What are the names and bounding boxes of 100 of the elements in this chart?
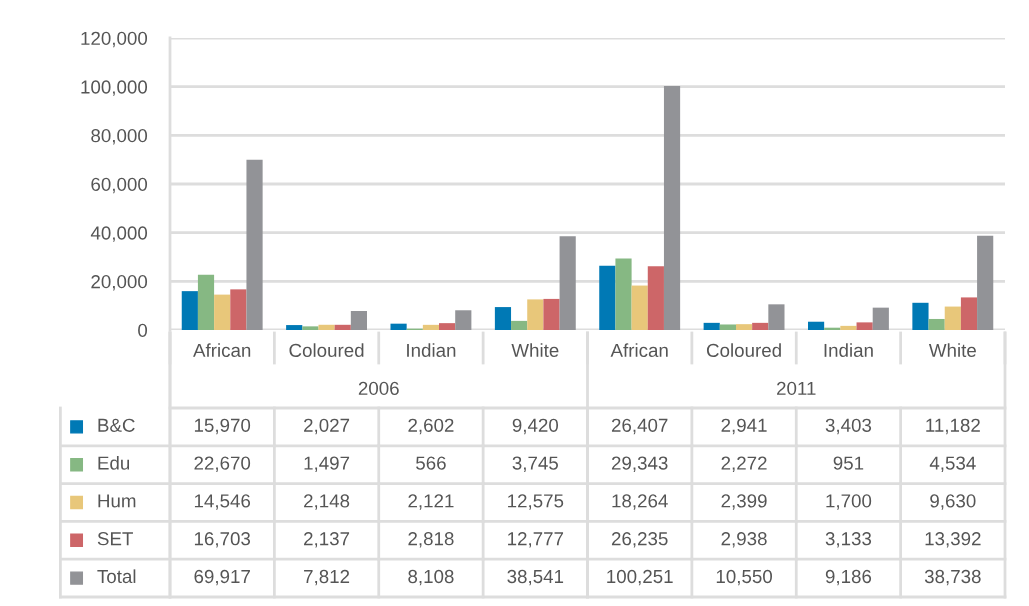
legend-label: Edu bbox=[98, 455, 130, 470]
data-label: 3,745 bbox=[512, 456, 558, 472]
y-tick-label: 0 bbox=[138, 323, 148, 337]
data-label: 2,941 bbox=[721, 418, 767, 435]
legend-label: B&C bbox=[98, 418, 135, 432]
data-label: 2,121 bbox=[408, 494, 454, 510]
bar bbox=[181, 291, 198, 330]
bar bbox=[840, 325, 857, 330]
bar bbox=[543, 298, 560, 330]
bar bbox=[912, 302, 929, 330]
x-tick-label: Coloured bbox=[289, 343, 364, 358]
data-label: 2,148 bbox=[304, 494, 350, 510]
data-label: 9,420 bbox=[512, 418, 559, 435]
data-label: 38,738 bbox=[924, 569, 981, 586]
bar bbox=[752, 322, 769, 330]
data-label: 2,938 bbox=[721, 532, 767, 548]
x-tick-label: Indian bbox=[407, 343, 456, 358]
data-label: 100,251 bbox=[607, 569, 673, 586]
data-label: 69,917 bbox=[194, 569, 250, 586]
data-label: 2,399 bbox=[721, 494, 767, 510]
legend-label: Total bbox=[97, 569, 136, 584]
x-tick-label: Coloured bbox=[706, 343, 781, 358]
bar bbox=[559, 236, 576, 330]
bar bbox=[615, 258, 632, 330]
data-label: 8,108 bbox=[408, 569, 454, 586]
y-tick-label: 20,000 bbox=[91, 275, 148, 291]
bar bbox=[527, 299, 544, 330]
data-label: 3,133 bbox=[825, 532, 872, 548]
bar bbox=[214, 294, 231, 330]
data-label: 1,497 bbox=[304, 456, 350, 472]
data-label: 12,575 bbox=[508, 494, 564, 510]
data-label: 14,546 bbox=[194, 494, 251, 510]
bar bbox=[807, 321, 825, 330]
data-label: 2,818 bbox=[408, 532, 454, 548]
bar bbox=[230, 289, 247, 330]
data-label: 2,137 bbox=[304, 532, 350, 548]
data-label: 12,777 bbox=[508, 532, 564, 548]
y-tick-label: 60,000 bbox=[91, 177, 148, 194]
legend-label: SET bbox=[97, 532, 133, 546]
bar bbox=[422, 324, 440, 330]
bar bbox=[318, 324, 335, 330]
data-label: 15,970 bbox=[194, 418, 251, 435]
bar bbox=[246, 159, 263, 330]
bar bbox=[928, 318, 945, 330]
bar bbox=[960, 297, 978, 330]
bar bbox=[856, 322, 873, 330]
data-label: 13,392 bbox=[925, 532, 981, 548]
data-label: 9,186 bbox=[825, 569, 872, 586]
text: 2011 bbox=[777, 381, 816, 396]
data-label: 10,550 bbox=[716, 569, 773, 586]
x-tick-label: Indian bbox=[824, 343, 873, 358]
bar bbox=[703, 322, 720, 330]
data-label: 22,670 bbox=[194, 456, 251, 472]
data-label: 7,812 bbox=[304, 569, 350, 586]
data-label: 16,703 bbox=[194, 532, 251, 548]
data-label: 26,235 bbox=[611, 532, 668, 548]
bar bbox=[511, 320, 528, 330]
bar bbox=[197, 274, 215, 330]
bar bbox=[455, 310, 472, 330]
bar bbox=[390, 323, 407, 330]
bar bbox=[302, 326, 319, 330]
text: 2006 bbox=[358, 381, 399, 396]
bar bbox=[286, 325, 303, 330]
bar bbox=[350, 310, 368, 330]
bar bbox=[663, 86, 681, 330]
x-tick-label: White bbox=[928, 343, 976, 358]
bar bbox=[944, 306, 961, 330]
y-tick-label: 120,000 bbox=[81, 31, 148, 48]
data-label: 1,700 bbox=[826, 494, 872, 510]
data-label: 38,541 bbox=[507, 569, 564, 586]
data-label: 18,264 bbox=[612, 494, 668, 510]
x-tick-label: African bbox=[193, 343, 251, 358]
data-label: 2,602 bbox=[408, 418, 454, 435]
bar bbox=[647, 266, 664, 330]
data-label: 951 bbox=[833, 456, 864, 470]
bar bbox=[872, 307, 889, 330]
data-label: 4,534 bbox=[929, 456, 976, 472]
bar bbox=[719, 324, 736, 330]
bar bbox=[977, 235, 994, 330]
y-tick-label: 40,000 bbox=[90, 226, 148, 242]
data-label: 11,182 bbox=[926, 418, 980, 435]
bar bbox=[631, 285, 648, 330]
legend-label: Hum bbox=[98, 494, 136, 508]
data-label: 2,027 bbox=[304, 418, 350, 435]
data-label: 2,272 bbox=[721, 456, 767, 472]
bar bbox=[735, 324, 753, 330]
y-tick-label: 100,000 bbox=[81, 80, 148, 96]
bar bbox=[334, 324, 351, 330]
bar bbox=[439, 323, 456, 330]
data-label: 3,403 bbox=[825, 418, 872, 435]
data-label: 29,343 bbox=[611, 456, 668, 472]
x-tick-label: African bbox=[610, 343, 668, 358]
x-tick-label: White bbox=[511, 343, 559, 358]
bar bbox=[599, 265, 616, 330]
bar bbox=[494, 307, 512, 330]
data-label: 566 bbox=[416, 456, 446, 470]
data-label: 26,407 bbox=[611, 418, 668, 435]
y-tick-label: 80,000 bbox=[91, 129, 148, 145]
bar bbox=[768, 304, 785, 330]
data-label: 9,630 bbox=[930, 494, 976, 510]
